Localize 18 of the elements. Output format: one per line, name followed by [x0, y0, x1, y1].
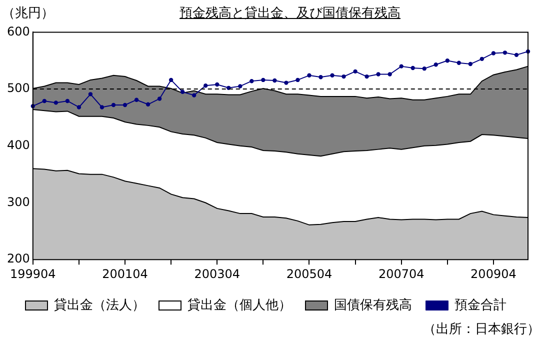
legend-label: 貸出金（個人他） — [188, 298, 292, 313]
y-tick-label: 600 — [7, 24, 30, 38]
chart-title: 預金残高と貸出金、及び国債保有残高 — [178, 5, 402, 22]
x-tick-label: 200104 — [102, 266, 148, 281]
legend-label: 国債保有残高 — [334, 296, 412, 313]
y-tick-label: 500 — [7, 81, 30, 96]
y-axis-title: （兆円） — [2, 5, 54, 22]
x-tick-label: 200304 — [194, 266, 240, 281]
legend-label: 貸出金（法人） — [54, 298, 145, 313]
y-tick-label: 200 — [7, 252, 30, 266]
x-tick-label: 200504 — [286, 266, 332, 281]
x-tick-label: 200904 — [470, 266, 516, 281]
text: （出所：日本銀行） — [423, 321, 540, 338]
y-tick-label: 400 — [7, 138, 30, 152]
y-tick-label: 300 — [7, 194, 30, 209]
x-tick-label: 199904 — [10, 266, 56, 281]
legend-label: 預金合計 — [454, 298, 506, 313]
x-tick-label: 200704 — [378, 266, 424, 281]
